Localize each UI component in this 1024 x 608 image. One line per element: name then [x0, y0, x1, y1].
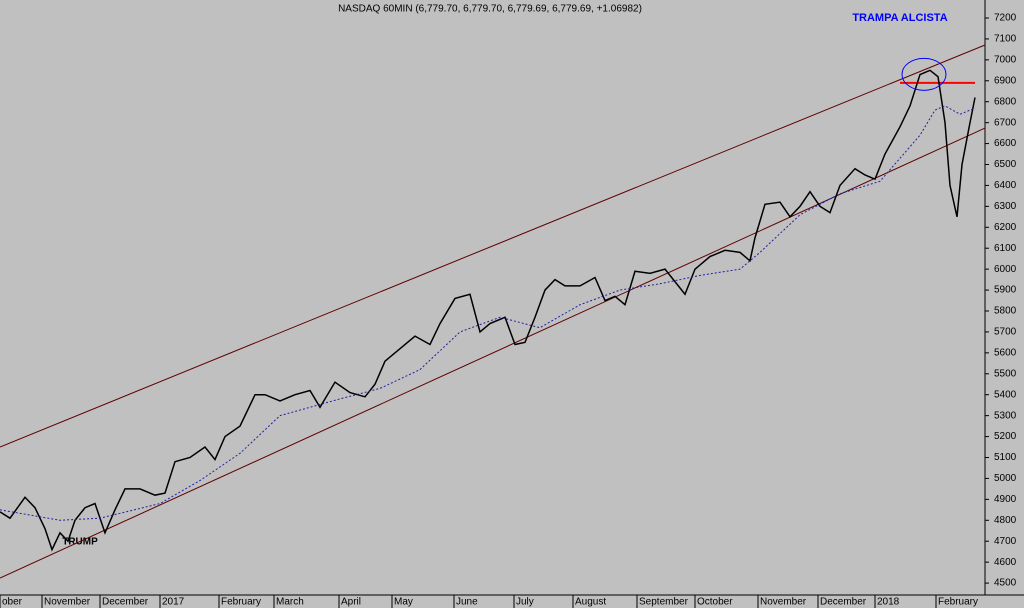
x-tick-label: 2018 — [877, 597, 900, 608]
y-tick-label: 4700 — [994, 536, 1017, 547]
y-tick-label: 5100 — [994, 452, 1017, 463]
x-tick-label: April — [341, 597, 361, 608]
y-tick-label: 5400 — [994, 389, 1017, 400]
highlight-circle — [901, 57, 947, 91]
y-tick-label: 5600 — [994, 347, 1017, 358]
y-tick-label: 6100 — [994, 243, 1017, 254]
x-tick-label: ober — [2, 597, 23, 608]
x-tick-label: February — [221, 597, 261, 608]
y-tick-label: 5700 — [994, 327, 1017, 338]
x-tick-label: February — [938, 597, 978, 608]
x-tick-label: September — [639, 597, 689, 608]
x-tick-label: December — [820, 597, 867, 608]
y-tick-label: 6500 — [994, 159, 1017, 170]
trend-line — [0, 127, 986, 579]
trend-line — [0, 44, 986, 448]
y-tick-label: 5800 — [994, 306, 1017, 317]
series-line — [0, 105, 976, 521]
y-tick-label: 6800 — [994, 96, 1017, 107]
y-tick-label: 5500 — [994, 368, 1017, 379]
y-tick-label: 6200 — [994, 222, 1017, 233]
y-tick-label: 4500 — [994, 578, 1017, 589]
x-tick-label: October — [697, 597, 733, 608]
y-tick-label: 5000 — [994, 473, 1017, 484]
chart-title: NASDAQ 60MIN (6,779.70, 6,779.70, 6,779.… — [338, 4, 642, 15]
x-tick-label: November — [44, 597, 91, 608]
y-tick-label: 6000 — [994, 264, 1017, 275]
x-tick-label: December — [102, 597, 149, 608]
x-tick-label: June — [456, 597, 478, 608]
y-tick-label: 7100 — [994, 34, 1017, 45]
y-tick-label: 6300 — [994, 201, 1017, 212]
y-tick-label: 4800 — [994, 515, 1017, 526]
x-tick-label: 2017 — [162, 597, 185, 608]
x-tick-label: May — [394, 597, 413, 608]
annotation: TRAMPA ALCISTA — [852, 12, 947, 24]
y-tick-label: 4900 — [994, 494, 1017, 505]
y-tick-label: 5200 — [994, 431, 1017, 442]
annotation: TRUMP — [62, 537, 98, 548]
y-tick-label: 4600 — [994, 557, 1017, 568]
x-tick-label: August — [575, 597, 606, 608]
y-tick-label: 6400 — [994, 180, 1017, 191]
x-tick-label: November — [760, 597, 807, 608]
x-tick-label: March — [276, 597, 304, 608]
y-tick-label: 7200 — [994, 13, 1017, 24]
series-line — [0, 69, 976, 552]
y-tick-label: 6600 — [994, 138, 1017, 149]
y-tick-label: 5300 — [994, 410, 1017, 421]
y-tick-label: 5900 — [994, 285, 1017, 296]
x-tick-label: July — [516, 597, 534, 608]
y-tick-label: 7000 — [994, 54, 1017, 65]
y-tick-label: 6700 — [994, 117, 1017, 128]
y-tick-label: 6900 — [994, 75, 1017, 86]
